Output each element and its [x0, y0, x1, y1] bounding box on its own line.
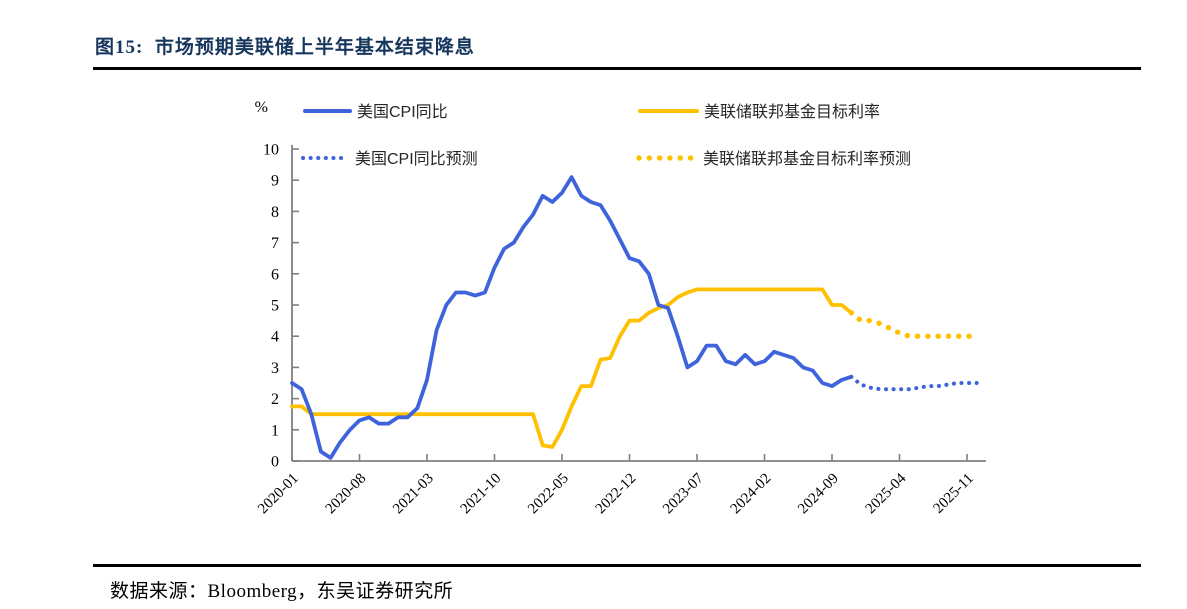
x-tick-label: 2025-11: [931, 471, 977, 517]
axes: [291, 145, 986, 462]
legend-label-fed-target-forecast: 美联储联邦基金目标利率预测: [703, 150, 911, 168]
y-tick-label: 9: [271, 173, 279, 190]
y-tick-label: 4: [271, 329, 279, 346]
x-tick-label: 2022-12: [593, 471, 640, 518]
x-tick-label: 2023-07: [660, 470, 707, 517]
series-lines: [290, 175, 980, 460]
x-tick-label: 2021-03: [390, 471, 437, 518]
y-tick-label: 6: [271, 266, 279, 283]
source-note: 数据来源：Bloomberg，东吴证券研究所: [110, 581, 454, 602]
x-axis-ticks: 2020-01 2020-08 2021-03 2021-10 2022-05 2022-…: [255, 454, 977, 517]
y-tick-label: 7: [271, 235, 279, 252]
y-tick-label: 3: [271, 360, 279, 377]
x-tick-label: 2020-08: [323, 471, 370, 518]
x-tick-label: 2025-04: [863, 470, 910, 517]
series-cpi-yoy: [290, 175, 854, 460]
footer-divider: [93, 564, 1141, 567]
x-tick-label: 2022-05: [525, 471, 572, 518]
y-tick-label: 1: [271, 422, 279, 439]
y-tick-label: 2: [271, 391, 279, 408]
series-fed-target: [290, 287, 854, 449]
x-tick-label: 2021-10: [458, 471, 505, 518]
series-fed-target-forecast: [848, 310, 980, 339]
y-axis-ticks: 0 1 2 3 4 5 6 7 8 9 10%: [255, 99, 299, 471]
legend-label-cpi-yoy-forecast: 美国CPI同比预测: [355, 150, 478, 168]
y-tick-label: 0: [271, 454, 279, 471]
x-tick-label: 2020-01: [255, 471, 302, 518]
y-axis-unit-label: %: [255, 99, 268, 116]
legend-label-cpi-yoy: 美国CPI同比: [357, 103, 448, 121]
figure-title: 图15: 市场预期美联储上半年基本结束降息: [95, 37, 475, 58]
legend-label-fed-target: 美联储联邦基金目标利率: [704, 103, 880, 121]
title-divider: [93, 67, 1141, 70]
series-cpi-yoy-forecast: [849, 374, 979, 392]
x-tick-label: 2024-02: [728, 471, 775, 518]
y-tick-label: 10: [263, 142, 279, 159]
y-tick-label: 8: [271, 204, 279, 221]
x-tick-label: 2024-09: [795, 471, 842, 518]
y-tick-label: 5: [271, 298, 279, 315]
